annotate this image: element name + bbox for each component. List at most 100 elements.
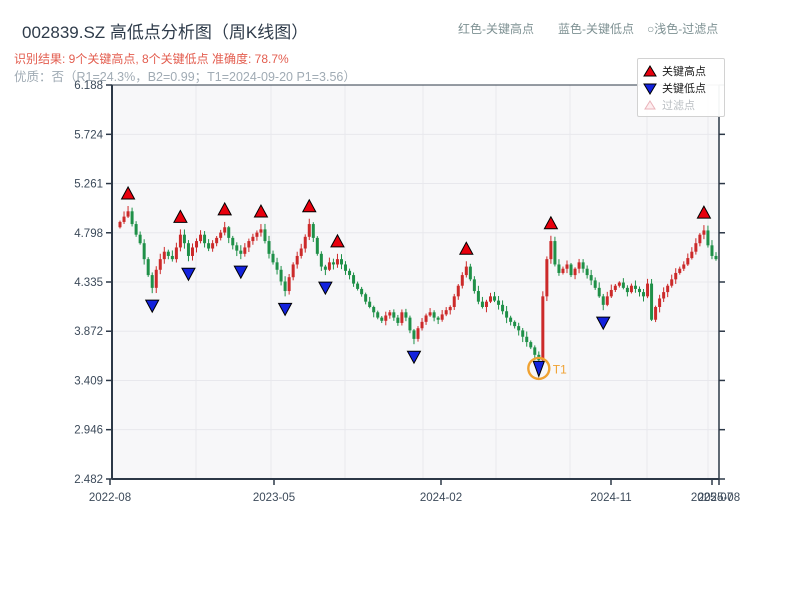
candle-body [231, 237, 235, 246]
candle-body [553, 241, 557, 265]
x-tick-label: 2024-11 [590, 492, 631, 504]
key-low-marker-t1 [532, 360, 546, 378]
candle-body [267, 241, 271, 254]
candle-body [581, 262, 585, 269]
candle-body [287, 277, 291, 292]
chart-title: 002839.SZ 高低点分析图（周K线图） [22, 23, 309, 42]
candle-body [203, 234, 207, 244]
top-legend-low: 蓝色-关键低点 [558, 22, 634, 36]
candle-body [601, 296, 605, 305]
candle-body [613, 285, 617, 290]
candle-body [186, 243, 190, 256]
candle-body [174, 247, 178, 260]
candle-body [501, 304, 505, 312]
candle-body [480, 301, 484, 307]
candle-body [339, 259, 343, 265]
candle-body [678, 268, 682, 273]
candle-body [295, 255, 299, 265]
candle-body [251, 236, 255, 242]
candle-body [130, 211, 134, 225]
candle-body [247, 241, 251, 248]
candle-body [460, 275, 464, 286]
candle-body [416, 328, 420, 339]
candle-body [166, 251, 170, 256]
candle-body [654, 306, 658, 320]
x-tick-label: 2024-02 [420, 492, 462, 504]
candle-body [271, 253, 275, 263]
candle-body [533, 347, 537, 355]
candle-body [505, 311, 509, 318]
candle-body [686, 258, 690, 265]
candle-body [195, 241, 199, 248]
y-tick-label: 4.798 [74, 228, 103, 240]
candle-body [255, 232, 259, 237]
candle-body [509, 317, 513, 322]
candle-body [122, 216, 126, 222]
candle-body [364, 294, 368, 302]
chart-legend: 关键高点 关键低点 过滤点 [637, 58, 725, 117]
key-high-marker [696, 205, 712, 219]
candle-body [646, 283, 650, 297]
candle-body [408, 317, 412, 331]
candle-body [468, 266, 472, 280]
candle-body [545, 259, 549, 297]
candle-body [344, 264, 348, 271]
candle-body [690, 251, 694, 259]
candle-body [335, 259, 339, 265]
candle-body [573, 268, 577, 276]
recognition-result: 识别结果: 9个关键高点, 8个关键低点 准确度: 78.7% [14, 52, 289, 66]
candle-body [642, 292, 646, 297]
candle-body [380, 317, 384, 321]
candle-body [199, 234, 203, 242]
candle-body [448, 306, 452, 311]
candle-body [432, 312, 436, 318]
quality-line: 优质：否（R1=24.3%，B2=0.99；T1=2024-09-20 P1=3… [14, 70, 356, 84]
y-tick-label: 2.482 [74, 474, 103, 486]
legend-label-filtered: 过滤点 [662, 99, 695, 112]
candle-body [714, 255, 718, 260]
x-tick-label: 2025-08 [698, 492, 740, 504]
y-tick-label: 6.188 [74, 80, 103, 92]
candle-body [311, 224, 315, 238]
candle-body [476, 291, 480, 302]
candle-body [428, 312, 432, 316]
candle-body [440, 314, 444, 320]
triangle-up-open-icon [644, 99, 656, 109]
key-high-marker [120, 185, 136, 200]
candle-body [617, 282, 621, 286]
key-high-marker [217, 201, 233, 216]
candle-body [456, 285, 460, 297]
candle-body [488, 296, 492, 302]
y-tick-label: 5.724 [74, 129, 103, 141]
candle-body [629, 285, 633, 293]
candle-body [134, 224, 138, 235]
candle-body [283, 281, 287, 292]
triangle-up-icon [643, 64, 657, 76]
candle-body [259, 229, 263, 233]
candle-body [670, 279, 674, 286]
candle-body [569, 264, 573, 276]
candle-body [291, 264, 295, 278]
candle-body [223, 227, 227, 233]
key-low-marker [277, 302, 293, 317]
candle-body [420, 321, 424, 329]
candle-body [384, 315, 388, 321]
y-tick-label: 3.409 [74, 375, 103, 387]
candle-body [605, 296, 609, 305]
candle-body [710, 245, 714, 256]
candle-body [436, 317, 440, 320]
candle-body [388, 312, 392, 316]
legend-item-key-high: 关键高点 [643, 62, 718, 79]
candle-body [541, 296, 545, 361]
candle-body [299, 248, 303, 256]
candle-body [118, 221, 122, 228]
candle-body [593, 280, 597, 288]
candle-body [497, 300, 501, 305]
key-high-marker [458, 241, 474, 255]
candle-body [525, 336, 529, 343]
candle-body [170, 255, 174, 260]
candle-body [376, 312, 380, 318]
candle-body [146, 259, 150, 276]
candle-body [452, 296, 456, 307]
